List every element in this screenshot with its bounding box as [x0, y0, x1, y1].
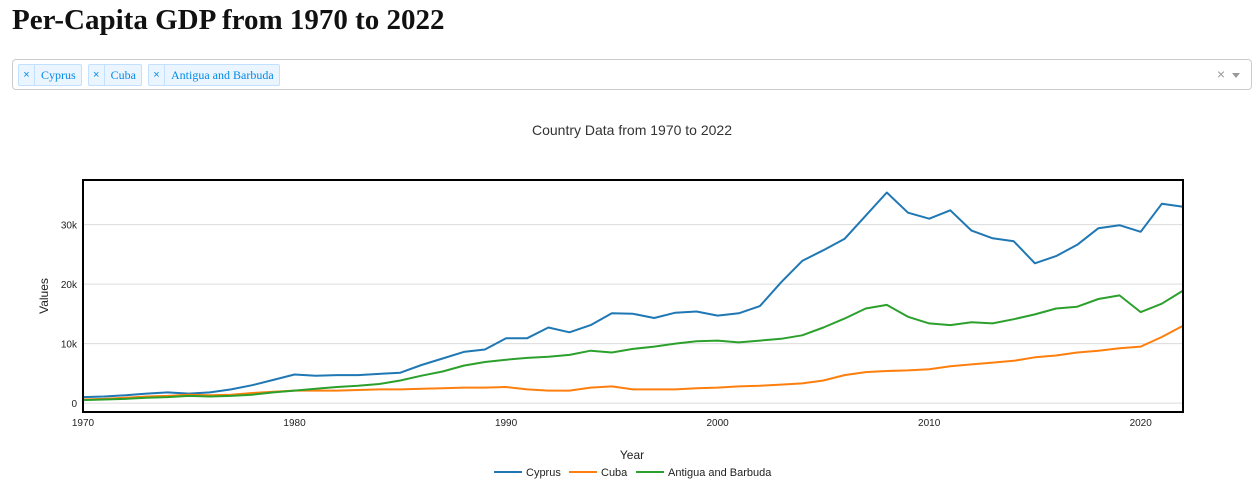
chip-label: Cuba: [110, 67, 137, 82]
chip-cyprus: × Cyprus: [18, 64, 82, 86]
x-tick-label: 1980: [283, 418, 306, 429]
y-tick-label: 20k: [61, 280, 78, 291]
x-axis-label: Year: [620, 448, 644, 462]
legend-label: Cuba: [601, 467, 628, 479]
x-tick-label: 2020: [1130, 418, 1153, 429]
legend: Cyprus Cuba Antigua and Barbuda: [494, 467, 772, 479]
y-axis-label: Values: [37, 278, 51, 314]
chip-cuba: × Cuba: [87, 64, 143, 86]
country-multi-select[interactable]: × Cyprus × Cuba × Antigua and Barbuda ×: [12, 59, 1252, 90]
x-tick-label: 2000: [706, 418, 729, 429]
chip-label: Cyprus: [41, 67, 76, 82]
y-tick-label: 30k: [61, 221, 78, 232]
legend-label: Antigua and Barbuda: [668, 467, 772, 479]
y-tick-label: 10k: [61, 340, 78, 351]
y-tick-label: 0: [71, 399, 77, 410]
remove-chip-icon[interactable]: ×: [149, 65, 166, 85]
page-title: Per-Capita GDP from 1970 to 2022: [12, 4, 445, 36]
x-tick-label: 1990: [495, 418, 518, 429]
plot-frame: [82, 179, 1184, 413]
series-line-cuba: [82, 324, 1184, 401]
x-axis-ticks: 1970 1980 1990 2000 2010 2020: [72, 418, 1152, 429]
series-line-cyprus: [82, 191, 1184, 399]
gridlines: [83, 224, 1183, 404]
x-tick-label: 1970: [72, 418, 95, 429]
series-lines: [82, 191, 1184, 402]
selected-chips: × Cyprus × Cuba × Antigua and Barbuda: [18, 64, 280, 86]
chip-antigua-and-barbuda: × Antigua and Barbuda: [148, 64, 280, 86]
line-chart: Country Data from 1970 to 2022 1970 1980 1…: [37, 122, 1184, 479]
y-axis-ticks: 0 10k 20k 30k: [61, 221, 78, 410]
dropdown-arrow-icon[interactable]: [1232, 73, 1240, 78]
series-line-antigua-and-barbuda: [82, 289, 1184, 402]
x-tick-label: 2010: [918, 418, 941, 429]
chart-title: Country Data from 1970 to 2022: [532, 122, 732, 138]
remove-chip-icon[interactable]: ×: [89, 65, 105, 85]
clear-all-icon[interactable]: ×: [1216, 66, 1225, 82]
chip-label: Antigua and Barbuda: [171, 67, 274, 82]
legend-label: Cyprus: [526, 467, 561, 479]
remove-chip-icon[interactable]: ×: [19, 65, 35, 85]
